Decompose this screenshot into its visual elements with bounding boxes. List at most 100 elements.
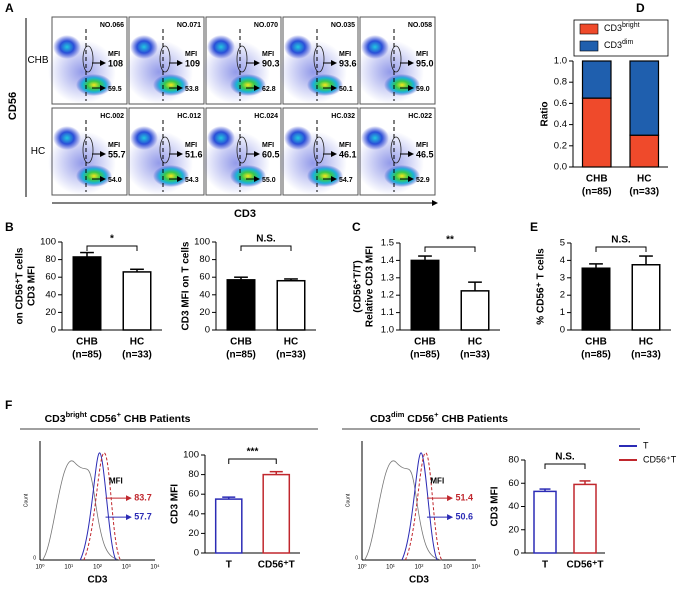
significance-bracket (228, 458, 277, 464)
population-value: 54.0 (108, 177, 122, 184)
flow-blob (284, 126, 312, 150)
mfi-label: MFI (108, 51, 120, 58)
legend-label: CD56⁺T (643, 454, 677, 464)
mfi-value: 57.7 (134, 512, 152, 522)
title-sup: bright (66, 410, 88, 419)
mfi-label: MFI (108, 142, 120, 149)
flow-blob (230, 165, 266, 187)
title-text: CHB Patients (439, 413, 509, 425)
x-tick-note: (n=33) (631, 350, 661, 361)
mfi-value: 95.0 (416, 58, 434, 68)
x-tick-label: HC (639, 337, 653, 348)
y-axis-label: on CD56⁺T cells (15, 247, 26, 324)
y-tick-label: 20 (508, 524, 519, 535)
isotype-curve (363, 460, 442, 561)
significance: N.S. (256, 234, 276, 245)
y-tick-label: 1.2 (381, 290, 394, 301)
flow-blob (307, 74, 343, 96)
y-tick-label: 40 (199, 289, 210, 300)
flow-blob (130, 126, 158, 150)
title-text: CD56 (87, 413, 117, 425)
gate (236, 136, 248, 164)
gate (159, 45, 171, 73)
flow-blob (153, 165, 189, 187)
x-tick-label: CD56⁺T (258, 560, 295, 571)
x-tick-note: (n=33) (460, 350, 490, 361)
flow-blob (361, 126, 389, 150)
y-tick-label: 4 (560, 255, 565, 266)
legend-sup: bright (622, 22, 640, 29)
y-tick-label: 60 (188, 489, 199, 500)
x-tick-note: (n=85) (410, 350, 440, 361)
count-curve (83, 452, 121, 561)
bar (214, 498, 243, 554)
significance-bracket (595, 246, 647, 252)
panel-label: C (352, 220, 361, 234)
x-tick-label: CHB (230, 337, 252, 348)
sample-id: HC.024 (254, 113, 278, 120)
y-axis-label: CD3 MFI (27, 266, 38, 306)
flow-blob (153, 74, 189, 96)
population-value: 53.8 (185, 86, 199, 93)
x-tick-note: (n=85) (226, 350, 256, 361)
mfi-value: 55.7 (108, 149, 126, 159)
y-tick-label: 80 (199, 254, 210, 265)
y-tick-label: 40 (188, 508, 199, 519)
y-tick-label: 2 (560, 290, 565, 301)
x-tick-label: 10⁴ (471, 564, 481, 571)
y-tick-label: 0 (560, 325, 565, 336)
x-tick-note: (n=85) (72, 350, 102, 361)
y-tick-label: 0.8 (554, 77, 567, 88)
mfi-label: MFI (185, 51, 197, 58)
title-sup: + (434, 410, 439, 419)
sample-id: NO.071 (177, 22, 201, 29)
gate (313, 45, 325, 73)
mfi-value: 46.1 (339, 149, 357, 159)
x-axis-label: CD3 (409, 575, 429, 586)
x-tick-label: T (542, 560, 548, 571)
x-tick-note: (n=85) (582, 187, 612, 198)
flow-blob (76, 165, 112, 187)
flow-blob (361, 35, 389, 59)
panel-label: A (5, 1, 14, 15)
x-tick-note: (n=33) (276, 350, 306, 361)
y-axis-label: Count (23, 493, 29, 507)
count-curve (404, 452, 443, 561)
y-tick-label: 0.4 (554, 119, 567, 130)
flow-blob (384, 74, 420, 96)
bar (226, 279, 256, 331)
legend-label: T (643, 440, 649, 450)
panel-label: F (5, 398, 12, 412)
y-tick-label: 20 (188, 528, 199, 539)
population-value: 59.0 (416, 86, 430, 93)
x-tick-label: HC (284, 337, 298, 348)
mfi-label: MFI (416, 51, 428, 58)
significance-bracket (86, 245, 138, 251)
y-tick-label: 1.4 (381, 255, 394, 266)
y-tick-label: 0.2 (554, 140, 567, 151)
mfi-value: 46.5 (416, 149, 434, 159)
bar (581, 267, 611, 331)
x-tick-note: (n=33) (629, 187, 659, 198)
count-curve (401, 452, 438, 561)
population-value: 62.8 (262, 86, 276, 93)
title-sup: dim (391, 410, 405, 419)
panel-title: CD3dim CD56+ CHB Patients (370, 410, 508, 425)
title-text: CD56 (404, 413, 434, 425)
y-tick-label: 1.0 (381, 325, 394, 336)
mfi-label: MFI (430, 477, 444, 486)
y-tick-label: 80 (508, 455, 519, 466)
gate (236, 45, 248, 73)
y-tick-label: 0 (205, 325, 210, 336)
y-tick-label: 80 (45, 254, 56, 265)
legend-swatch (579, 40, 599, 52)
y-tick-label: 80 (188, 469, 199, 480)
panel-title: CD3bright CD56+ CHB Patients (45, 410, 191, 425)
x-tick-label: HC (468, 337, 482, 348)
bar (72, 256, 102, 331)
mfi-label: MFI (262, 142, 274, 149)
y-tick-label: 60 (199, 272, 210, 283)
y-tick-label: 60 (508, 478, 519, 489)
gate (159, 136, 171, 164)
mfi-label: MFI (185, 142, 197, 149)
